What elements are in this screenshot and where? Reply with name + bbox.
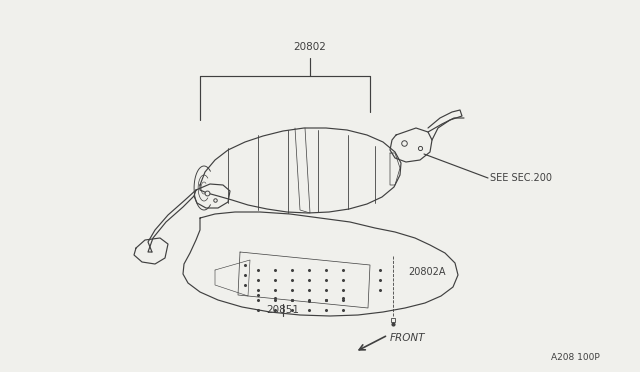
Text: 20802: 20802 (294, 42, 326, 52)
Text: A208 100P: A208 100P (550, 353, 600, 362)
Text: FRONT: FRONT (390, 333, 426, 343)
Text: 20851: 20851 (266, 305, 300, 315)
Text: 20802A: 20802A (408, 267, 445, 277)
Text: SEE SEC.200: SEE SEC.200 (490, 173, 552, 183)
